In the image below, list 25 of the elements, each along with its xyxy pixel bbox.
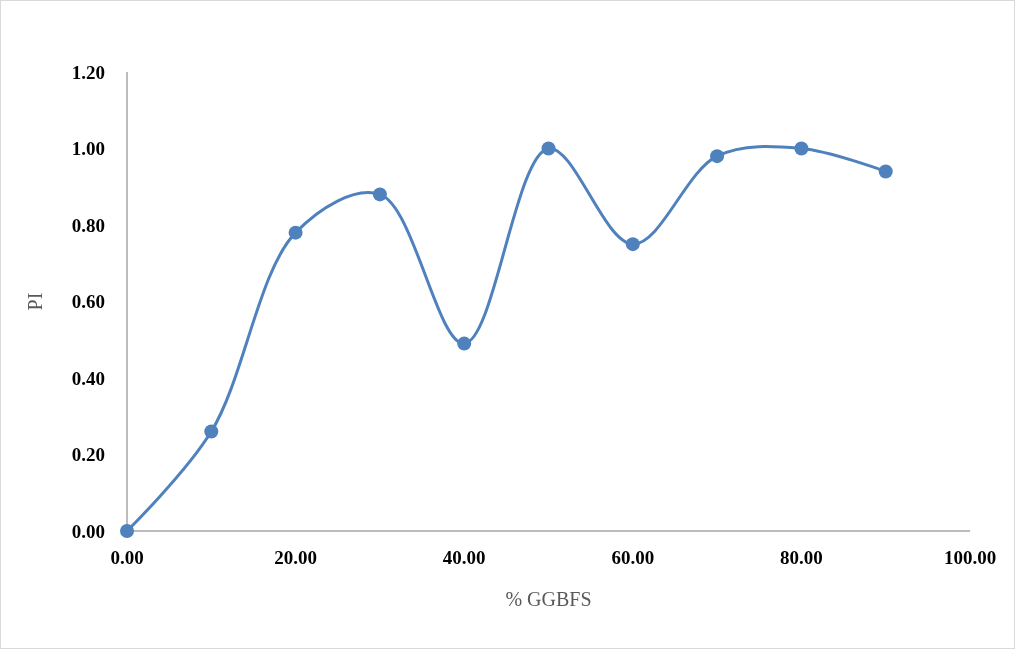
point xyxy=(288,225,303,240)
y-tick-label: 0.20 xyxy=(71,444,105,465)
x-tick-label: 20.00 xyxy=(274,547,317,568)
x-tick-label: 80.00 xyxy=(780,547,823,568)
x-tick-label: 60.00 xyxy=(611,547,655,568)
point xyxy=(710,149,725,164)
x-tick-label: 100.00 xyxy=(943,547,997,568)
point xyxy=(204,424,219,439)
point xyxy=(120,524,134,538)
x-axis-title: % GGBFS xyxy=(505,588,592,610)
point xyxy=(541,141,556,156)
x-tick-label: 40.00 xyxy=(442,547,486,568)
point xyxy=(625,237,640,252)
x-tick-label: 0.00 xyxy=(110,547,144,568)
y-tick-label: 1.00 xyxy=(71,138,105,159)
point xyxy=(794,141,809,156)
y-tick-label: 1.20 xyxy=(71,61,105,83)
point xyxy=(878,164,893,179)
y-axis-title: PI xyxy=(24,292,46,311)
y-tick-label: 0.80 xyxy=(71,214,105,236)
point xyxy=(372,187,387,202)
y-tick-label: 0.60 xyxy=(71,291,105,312)
y-tick-label: 0.40 xyxy=(71,367,105,389)
point xyxy=(457,336,472,351)
y-tick-label: 0.00 xyxy=(71,520,105,542)
